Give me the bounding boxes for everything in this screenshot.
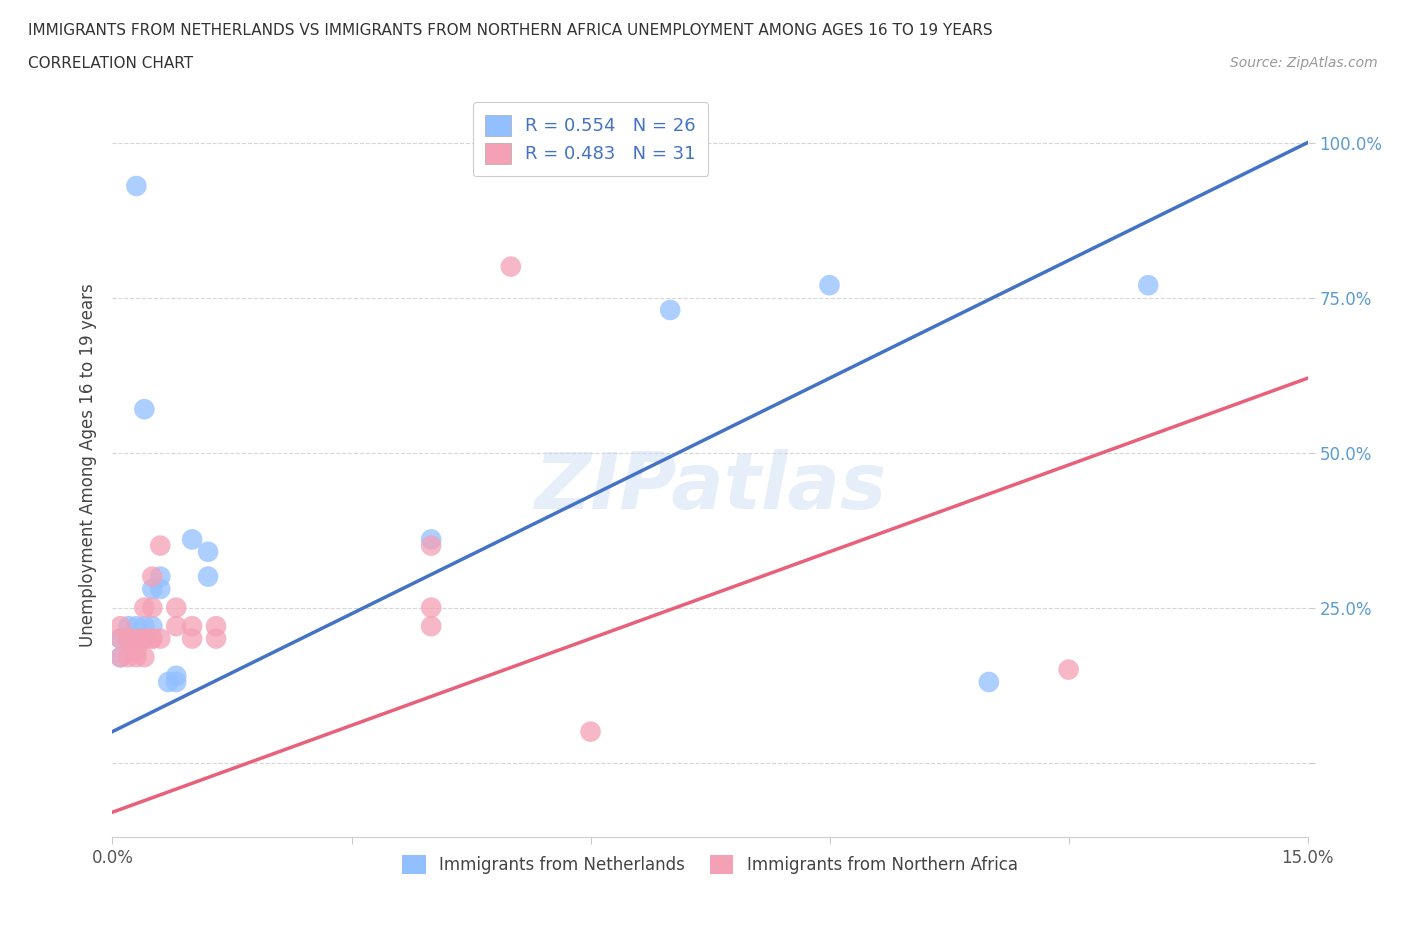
- Point: [110, 631, 132, 646]
- Point: [1057, 662, 1080, 677]
- Point: [110, 618, 132, 633]
- Point: [125, 631, 148, 646]
- Point: [125, 650, 148, 665]
- Point: [205, 631, 228, 646]
- Point: [149, 631, 172, 646]
- Point: [125, 631, 148, 646]
- Point: [420, 618, 443, 633]
- Point: [134, 618, 156, 633]
- Point: [181, 631, 204, 646]
- Point: [117, 631, 139, 646]
- Point: [117, 631, 139, 646]
- Point: [141, 581, 163, 596]
- Point: [659, 302, 682, 317]
- Point: [1137, 278, 1160, 293]
- Point: [110, 631, 132, 646]
- Point: [165, 669, 187, 684]
- Point: [125, 631, 148, 646]
- Point: [149, 538, 172, 553]
- Point: [134, 631, 156, 646]
- Point: [117, 618, 139, 633]
- Text: Source: ZipAtlas.com: Source: ZipAtlas.com: [1230, 56, 1378, 70]
- Point: [134, 631, 156, 646]
- Point: [141, 569, 163, 584]
- Point: [420, 538, 443, 553]
- Point: [197, 569, 219, 584]
- Point: [977, 674, 1000, 689]
- Point: [499, 259, 522, 274]
- Point: [157, 674, 180, 689]
- Point: [141, 618, 163, 633]
- Point: [205, 618, 228, 633]
- Point: [110, 650, 132, 665]
- Point: [420, 532, 443, 547]
- Point: [110, 650, 132, 665]
- Point: [181, 532, 204, 547]
- Point: [125, 179, 148, 193]
- Point: [125, 618, 148, 633]
- Point: [125, 644, 148, 658]
- Point: [197, 544, 219, 559]
- Point: [149, 569, 172, 584]
- Legend: Immigrants from Netherlands, Immigrants from Northern Africa: Immigrants from Netherlands, Immigrants …: [395, 848, 1025, 881]
- Point: [134, 402, 156, 417]
- Point: [818, 278, 841, 293]
- Text: CORRELATION CHART: CORRELATION CHART: [28, 56, 193, 71]
- Point: [149, 581, 172, 596]
- Point: [165, 674, 187, 689]
- Point: [117, 631, 139, 646]
- Point: [141, 600, 163, 615]
- Point: [134, 650, 156, 665]
- Point: [141, 631, 163, 646]
- Text: IMMIGRANTS FROM NETHERLANDS VS IMMIGRANTS FROM NORTHERN AFRICA UNEMPLOYMENT AMON: IMMIGRANTS FROM NETHERLANDS VS IMMIGRANT…: [28, 23, 993, 38]
- Point: [579, 724, 602, 739]
- Point: [134, 600, 156, 615]
- Point: [134, 631, 156, 646]
- Point: [420, 600, 443, 615]
- Point: [141, 631, 163, 646]
- Point: [117, 650, 139, 665]
- Point: [181, 618, 204, 633]
- Text: ZIPatlas: ZIPatlas: [534, 449, 886, 525]
- Y-axis label: Unemployment Among Ages 16 to 19 years: Unemployment Among Ages 16 to 19 years: [79, 283, 97, 647]
- Point: [165, 600, 187, 615]
- Point: [165, 618, 187, 633]
